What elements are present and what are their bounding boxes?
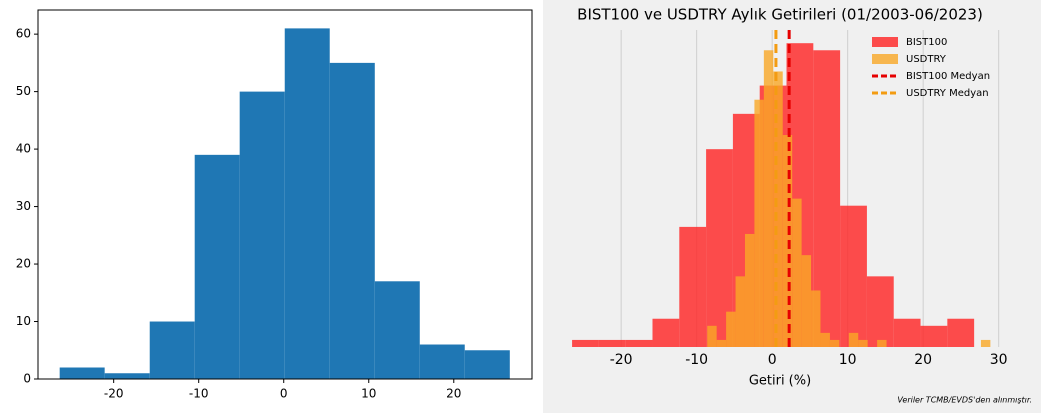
note: Veriler TCMB/EVDS'den alınmıştır.	[897, 396, 1032, 405]
x-tick-label: -20	[610, 352, 633, 368]
histogram-bar	[763, 50, 774, 348]
histogram-bar	[848, 332, 859, 347]
histogram-bar	[374, 281, 420, 379]
histogram-bar	[744, 233, 755, 347]
histogram-bar	[464, 350, 510, 379]
histogram-bar	[801, 255, 812, 347]
histogram-bar	[572, 339, 599, 347]
y-tick-label: 40	[16, 142, 31, 156]
histogram-bar	[782, 135, 793, 347]
histogram-bar	[419, 344, 465, 379]
histogram-bar	[920, 325, 948, 347]
histogram-bar	[329, 62, 375, 379]
histogram-bar	[59, 367, 105, 379]
histogram-bar	[598, 339, 626, 347]
histogram-bar	[194, 154, 240, 379]
histogram-bar	[726, 311, 736, 347]
histogram-bar	[866, 276, 894, 347]
histogram-bar	[773, 71, 783, 348]
histogram-bar	[239, 91, 285, 379]
histogram-bar	[858, 339, 868, 347]
histogram-bar	[625, 339, 653, 347]
x-tick-label: 20	[914, 352, 932, 368]
x-tick-label: 10	[361, 387, 376, 401]
histogram-bar	[735, 276, 745, 347]
legend-label: BIST100	[906, 37, 947, 48]
histogram-bar	[811, 290, 821, 347]
histogram-bar	[754, 99, 764, 347]
chart-title: BIST100 ve USDTRY Aylık Getirileri (01/2…	[577, 6, 983, 24]
x-tick-label: -20	[104, 387, 124, 401]
x-tick-label: 20	[446, 387, 461, 401]
legend-swatch	[872, 37, 898, 47]
histogram-bar	[707, 325, 717, 347]
legend-swatch	[872, 54, 898, 64]
x-tick-label: -10	[685, 352, 708, 368]
y-tick-label: 10	[16, 314, 31, 328]
histogram-bar	[679, 226, 707, 347]
histogram-bar	[104, 373, 150, 379]
y-tick-label: 0	[23, 372, 31, 386]
y-tick-label: 60	[16, 27, 31, 41]
x-axis-label: Getiri (%)	[749, 374, 811, 389]
x-tick-label: 0	[280, 387, 288, 401]
histogram-bar	[284, 28, 330, 380]
y-tick-label: 50	[16, 84, 31, 98]
histogram-bar	[893, 318, 921, 347]
histogram-bar	[980, 339, 991, 347]
x-tick-label: 0	[768, 352, 777, 368]
histogram-bar	[840, 205, 867, 347]
x-tick-label: -10	[189, 387, 209, 401]
y-tick-label: 30	[16, 199, 31, 213]
histogram-bar	[820, 332, 830, 347]
legend-label: USDTRY Medyan	[906, 88, 989, 99]
y-tick-label: 20	[16, 257, 31, 271]
histogram-bar	[829, 339, 840, 347]
histogram-bar	[652, 318, 680, 347]
histogram-bar	[149, 321, 195, 379]
histogram-bar	[877, 339, 887, 347]
legend-label: BIST100 Medyan	[906, 71, 990, 82]
legend-label: USDTRY	[906, 54, 947, 65]
x-tick-label: 10	[839, 352, 857, 368]
histogram-bar	[947, 318, 975, 347]
plot-frame	[37, 9, 533, 380]
x-tick-label: 30	[990, 352, 1008, 368]
histogram-bar	[792, 198, 802, 347]
histogram-bar	[716, 339, 727, 347]
